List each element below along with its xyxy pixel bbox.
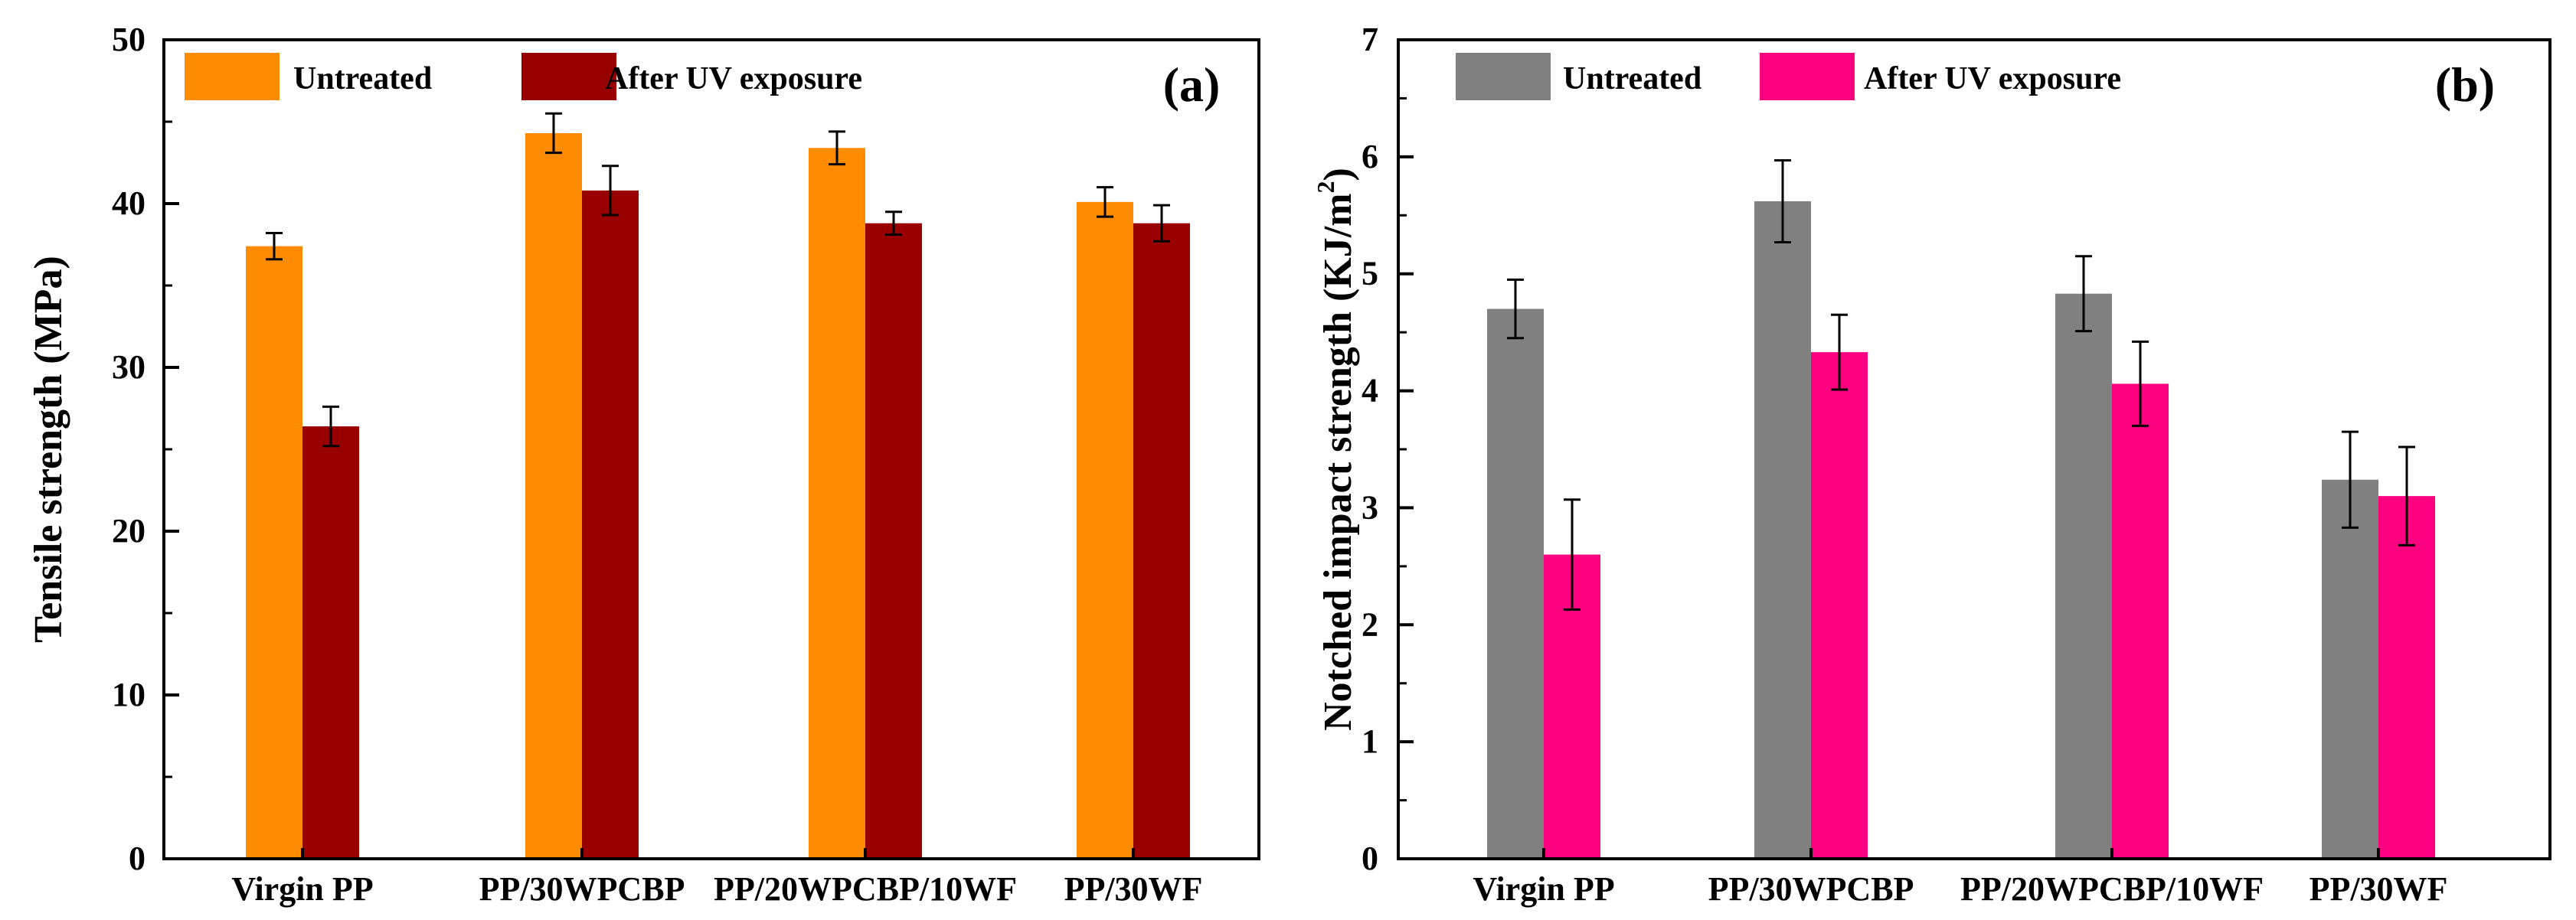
- bar-a-uv-3: [1133, 223, 1190, 859]
- bar-a-uv-2: [865, 223, 922, 859]
- legend-swatch-a-1: [521, 53, 616, 100]
- y-axis-label-a: Tensile strength (MPa): [27, 256, 70, 643]
- legend-label-a-1: After UV exposure: [605, 61, 862, 96]
- legend-label-b-1: After UV exposure: [1864, 61, 2121, 96]
- y-tick-label-a-1: 10: [112, 676, 145, 713]
- y-tick-label-b-2: 2: [1362, 605, 1378, 643]
- legend-label-a-0: Untreated: [293, 61, 432, 96]
- chart-panel-a: Virgin PP PP/30WPCBP PP/20WPCBP/10WF PP/30W…: [27, 21, 1260, 908]
- y-tick-label-b-5: 5: [1362, 255, 1378, 292]
- x-tick-label-a-2: PP/20WPCBP/10WF: [714, 870, 1017, 908]
- x-tick-label-b-0: Virgin PP: [1473, 870, 1614, 908]
- y-tick-label-b-3: 3: [1362, 488, 1378, 526]
- x-tick-label-b-2: PP/20WPCBP/10WF: [1960, 870, 2264, 908]
- plot-frame-a: [162, 38, 1260, 860]
- y-tick-label-a-2: 20: [112, 512, 145, 550]
- y-tick-label-b-4: 4: [1362, 372, 1378, 409]
- bar-a-untreated-2: [809, 148, 865, 860]
- panel-label-b: (b): [2435, 57, 2495, 112]
- panel-label-a: (a): [1163, 57, 1221, 112]
- x-tick-label-b-1: PP/30WPCBP: [1708, 870, 1914, 908]
- y-tick-label-b-1: 1: [1362, 723, 1378, 760]
- y-axis-label-close-b: ): [1316, 168, 1360, 181]
- y-tick-label-a-4: 40: [112, 184, 145, 222]
- bar-b-uv-2: [2112, 383, 2169, 859]
- x-tick-label-a-3: PP/30WF: [1064, 870, 1203, 908]
- x-tick-label-a-0: Virgin PP: [231, 870, 373, 908]
- y-tick-label-a-3: 30: [112, 348, 145, 386]
- y-tick-label-b-0: 0: [1362, 840, 1378, 877]
- x-tick-label-a-1: PP/30WPCBP: [479, 870, 685, 908]
- bar-a-untreated-1: [525, 132, 582, 860]
- legend-swatch-a-0: [185, 53, 280, 100]
- x-tick-label-b-3: PP/30WF: [2310, 870, 2448, 908]
- y-axis-label-main-b: Notched impact strength (KJ/m: [1316, 193, 1360, 730]
- bar-b-untreated-2: [2055, 293, 2112, 859]
- legend-swatch-b-1: [1760, 53, 1855, 100]
- legend-swatch-b-0: [1456, 53, 1551, 100]
- chart-panel-b: Virgin PP PP/30WPCBP PP/20WPCBP/10WF PP/30W…: [1312, 21, 2551, 908]
- y-tick-label-b-7: 7: [1362, 21, 1378, 58]
- bar-b-untreated-0: [1487, 308, 1544, 860]
- bar-b-uv-1: [1811, 352, 1868, 860]
- y-tick-label-a-5: 50: [112, 21, 145, 58]
- bar-a-untreated-3: [1077, 201, 1133, 859]
- bar-a-uv-1: [582, 190, 639, 859]
- bar-b-untreated-3: [2322, 479, 2378, 859]
- y-axis-label-b: Notched impact strength (KJ/m2): [1312, 168, 1360, 731]
- y-tick-label-a-0: 0: [129, 840, 145, 877]
- plot-frame-b: [1397, 38, 2551, 860]
- bar-b-uv-3: [2378, 496, 2435, 859]
- bar-a-uv-0: [302, 426, 359, 859]
- y-tick-label-b-6: 6: [1362, 138, 1378, 175]
- bar-a-untreated-0: [246, 246, 302, 859]
- bar-b-untreated-1: [1754, 201, 1811, 859]
- y-axis-label-superscript: 2: [1312, 181, 1339, 193]
- legend-label-b-0: Untreated: [1563, 61, 1702, 96]
